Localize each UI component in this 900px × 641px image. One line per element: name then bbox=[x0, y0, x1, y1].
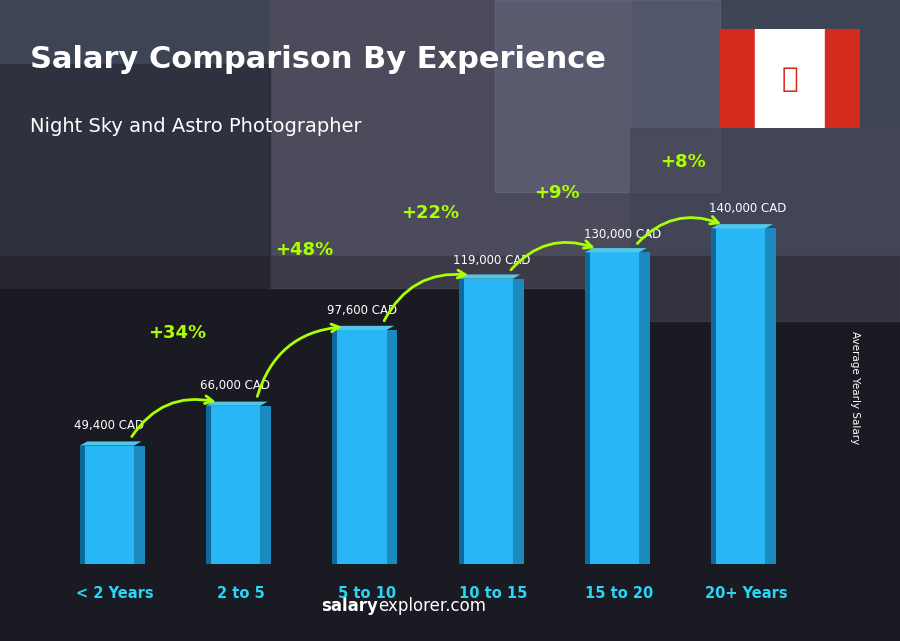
Text: +22%: +22% bbox=[401, 204, 459, 222]
Bar bbox=[0, 0, 900, 256]
Text: 5 to 10: 5 to 10 bbox=[338, 586, 396, 601]
Text: +48%: +48% bbox=[274, 242, 333, 260]
FancyArrowPatch shape bbox=[384, 270, 465, 320]
Polygon shape bbox=[206, 406, 260, 564]
Polygon shape bbox=[513, 279, 524, 564]
Polygon shape bbox=[766, 228, 776, 564]
Text: explorer.com: explorer.com bbox=[378, 597, 486, 615]
FancyBboxPatch shape bbox=[717, 26, 862, 131]
FancyArrowPatch shape bbox=[257, 324, 339, 396]
Polygon shape bbox=[459, 279, 513, 564]
Text: 66,000 CAD: 66,000 CAD bbox=[201, 379, 270, 392]
Bar bbox=[824, 29, 859, 128]
Polygon shape bbox=[585, 253, 590, 564]
Text: 15 to 20: 15 to 20 bbox=[586, 586, 653, 601]
Polygon shape bbox=[80, 445, 134, 564]
Text: +8%: +8% bbox=[660, 153, 706, 171]
Bar bbox=[270, 0, 630, 288]
Polygon shape bbox=[711, 228, 716, 564]
FancyArrowPatch shape bbox=[131, 396, 213, 437]
Bar bbox=[0, 64, 270, 288]
Polygon shape bbox=[332, 330, 387, 564]
Polygon shape bbox=[459, 279, 464, 564]
Polygon shape bbox=[639, 253, 650, 564]
Text: Average Yearly Salary: Average Yearly Salary bbox=[850, 331, 860, 444]
Polygon shape bbox=[585, 253, 639, 564]
Text: 97,600 CAD: 97,600 CAD bbox=[327, 304, 397, 317]
Text: 130,000 CAD: 130,000 CAD bbox=[584, 228, 662, 240]
Bar bbox=[720, 29, 755, 128]
Bar bbox=[755, 29, 824, 128]
Text: 20+ Years: 20+ Years bbox=[705, 586, 788, 601]
Polygon shape bbox=[332, 330, 338, 564]
Bar bbox=[495, 0, 720, 192]
Polygon shape bbox=[80, 442, 141, 445]
Text: 🍁: 🍁 bbox=[781, 65, 798, 92]
Bar bbox=[0, 256, 900, 641]
Polygon shape bbox=[206, 402, 268, 406]
Text: 10 to 15: 10 to 15 bbox=[459, 586, 527, 601]
Polygon shape bbox=[711, 224, 773, 228]
Polygon shape bbox=[134, 445, 145, 564]
Polygon shape bbox=[332, 326, 394, 330]
Polygon shape bbox=[711, 228, 766, 564]
Text: 2 to 5: 2 to 5 bbox=[217, 586, 265, 601]
Polygon shape bbox=[459, 274, 520, 279]
Polygon shape bbox=[206, 406, 211, 564]
Polygon shape bbox=[387, 330, 397, 564]
Bar bbox=[630, 128, 900, 320]
FancyArrowPatch shape bbox=[511, 241, 592, 270]
Polygon shape bbox=[80, 445, 85, 564]
Text: +9%: +9% bbox=[534, 184, 580, 202]
Polygon shape bbox=[260, 406, 271, 564]
Polygon shape bbox=[585, 248, 647, 253]
Text: Salary Comparison By Experience: Salary Comparison By Experience bbox=[30, 45, 606, 74]
Text: salary: salary bbox=[321, 597, 378, 615]
FancyArrowPatch shape bbox=[637, 217, 718, 244]
Text: 140,000 CAD: 140,000 CAD bbox=[709, 202, 787, 215]
Text: +34%: +34% bbox=[148, 324, 207, 342]
Text: < 2 Years: < 2 Years bbox=[76, 586, 153, 601]
Text: 119,000 CAD: 119,000 CAD bbox=[453, 254, 530, 267]
Text: Night Sky and Astro Photographer: Night Sky and Astro Photographer bbox=[30, 117, 361, 136]
Text: 49,400 CAD: 49,400 CAD bbox=[74, 419, 144, 432]
